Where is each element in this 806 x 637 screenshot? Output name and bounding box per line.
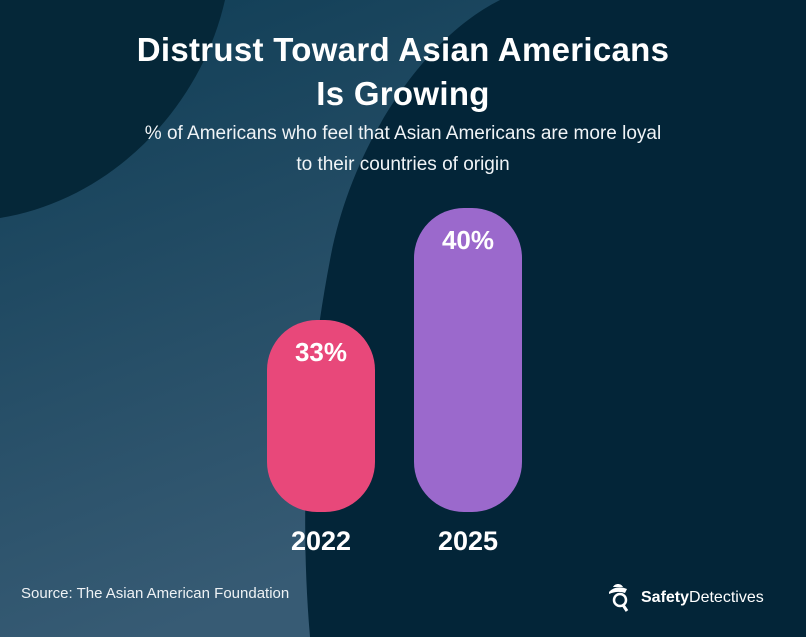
subtitle-line-1: % of Americans who feel that Asian Ameri… [144, 123, 662, 144]
data-label-2025: 40% [442, 225, 494, 255]
category-label-2025: 2025 [438, 526, 498, 556]
chart-subtitle: % of Americans who feel that Asian Ameri… [0, 118, 806, 180]
title-line-1: Distrust Toward Asian Americans [136, 31, 670, 68]
category-label-2022: 2022 [291, 526, 351, 556]
title-line-2: Is Growing [316, 75, 490, 112]
logo-regular-text: Detectives [689, 589, 764, 606]
bar-2022 [267, 320, 375, 512]
bar-2025 [414, 208, 522, 512]
source-note: Source: The Asian American Foundation [21, 585, 290, 602]
logo-bold-text: Safety [641, 589, 690, 606]
data-label-2022: 33% [295, 337, 347, 367]
chart-title: Distrust Toward Asian Americans Is Growi… [0, 28, 806, 116]
safety-detectives-logo: SafetyDetectives [605, 583, 764, 613]
subtitle-line-2: to their countries of origin [296, 154, 510, 175]
detective-icon [609, 584, 629, 612]
